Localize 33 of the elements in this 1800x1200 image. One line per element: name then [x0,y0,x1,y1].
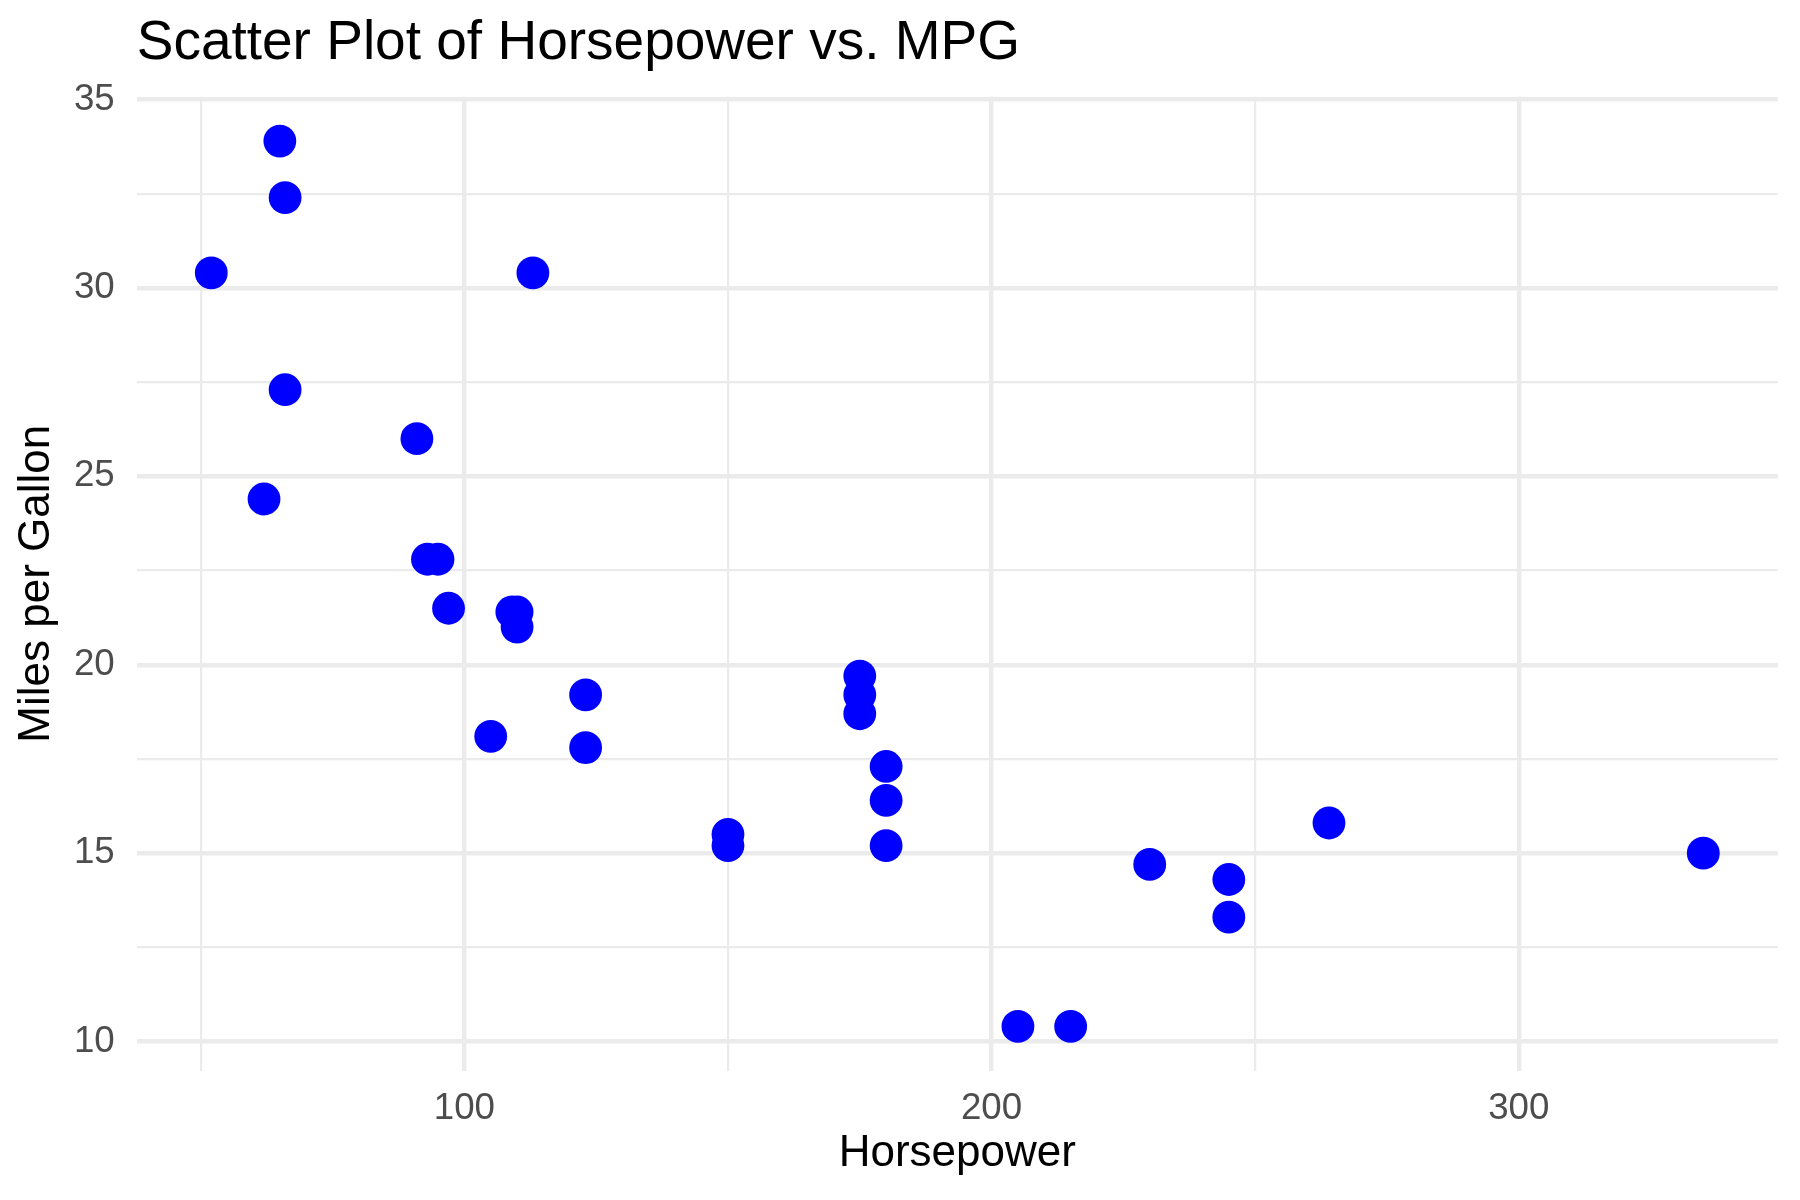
point [1686,836,1720,870]
point [1133,848,1167,881]
x-tick-label: 200 [960,1085,1023,1127]
point [569,731,603,765]
y-axis-title: Miles per Gallon [8,424,58,743]
point [247,482,281,516]
point [268,373,302,407]
x-tick-label: 300 [1488,1085,1550,1127]
point [1054,1010,1088,1043]
point [1212,900,1246,934]
point [268,181,302,214]
point [869,783,903,817]
point [263,124,297,158]
point [1001,1010,1035,1043]
point [474,719,508,753]
x-axis-title: Horsepower [838,1125,1076,1175]
point [869,750,903,783]
point [516,256,550,290]
chart-title: Scatter Plot of Horsepower vs. MPG [136,9,1021,72]
point [1212,863,1246,896]
point [194,256,228,290]
point [569,678,603,712]
y-tick-label: 35 [73,76,115,118]
point [432,591,465,625]
point [869,829,903,862]
point [400,422,434,456]
y-tick-label: 30 [73,265,115,307]
y-tick-label: 10 [73,1018,115,1060]
y-tick-label: 15 [73,830,115,872]
point [1312,806,1346,840]
y-tick-label: 25 [73,453,115,495]
y-tick-label: 20 [73,641,115,683]
x-tick-label: 100 [433,1085,495,1127]
